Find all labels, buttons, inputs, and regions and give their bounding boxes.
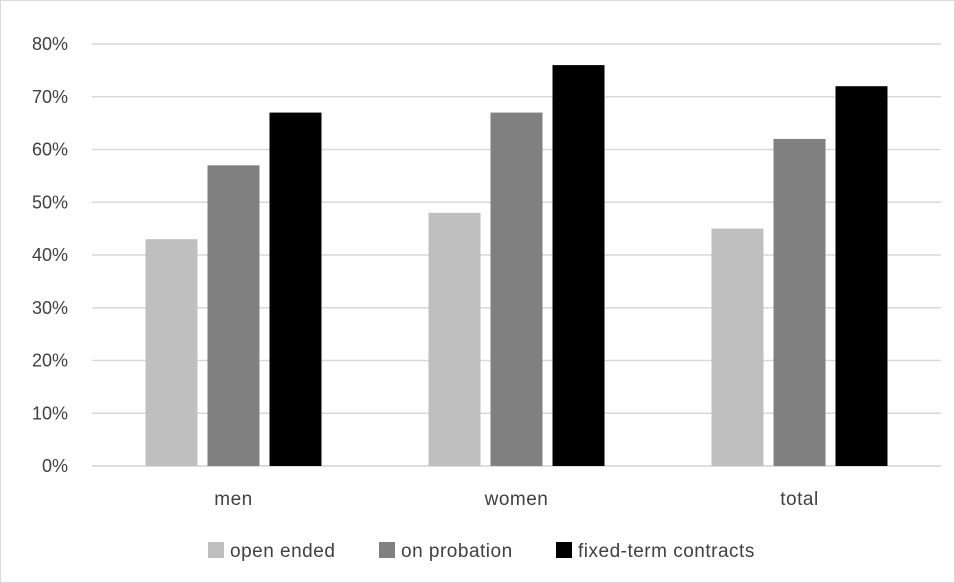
bar-women-open-ended [428,212,481,466]
x-category-label: total [780,489,818,510]
legend-swatch [208,542,224,558]
y-tick-label: 0% [42,456,68,476]
legend-swatch [556,542,572,558]
x-axis-category-labels: men women total [214,489,818,510]
legend-label: on probation [401,541,513,562]
legend: open ended on probation fixed-term contrac… [208,541,755,562]
legend-label: open ended [230,541,335,562]
bar-women-fixed-term-contracts [552,65,605,466]
x-category-label: men [214,489,252,510]
bar-men-open-ended [145,239,198,466]
y-tick-label: 40% [32,245,68,265]
y-tick-label: 10% [32,403,68,423]
legend-swatch [379,542,395,558]
y-axis-tick-labels: 0% 10% 20% 30% 40% 50% 60% 70% 80% [32,34,68,476]
bar-total-open-ended [711,228,764,466]
y-tick-label: 80% [32,34,68,54]
y-tick-label: 70% [32,87,68,107]
bar-men-on-probation [207,165,260,466]
y-tick-label: 60% [32,140,68,160]
y-tick-label: 50% [32,192,68,212]
bar-men-fixed-term-contracts [269,112,322,466]
legend-label: fixed-term contracts [578,541,755,562]
bar-women-on-probation [490,112,543,466]
y-tick-label: 30% [32,298,68,318]
x-category-label: women [484,489,549,510]
bars [145,65,888,466]
bar-total-on-probation [773,138,826,466]
y-tick-label: 20% [32,351,68,371]
bar-total-fixed-term-contracts [835,86,888,466]
